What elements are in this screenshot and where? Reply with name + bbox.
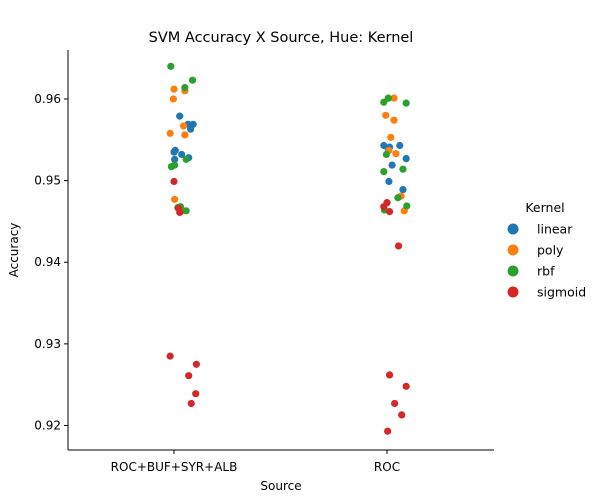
plot-area: 0.92 0.93 0.94 0.95 0.96 ROC+BUF+SYR+ALB ROC: [34, 50, 494, 474]
legend-label: poly: [537, 243, 564, 258]
data-point-linear: [170, 148, 178, 156]
data-point-rbf: [394, 194, 402, 202]
data-point-rbf: [384, 94, 392, 102]
y-axis-ticks: 0.92 0.93 0.94 0.95 0.96: [34, 92, 68, 433]
data-point-rbf: [188, 76, 197, 84]
data-point-sigmoid: [384, 427, 392, 435]
data-point-sigmoid: [402, 382, 410, 390]
data-point-poly: [169, 95, 177, 103]
legend-label: linear: [537, 222, 573, 237]
y-tick-label: 0.93: [34, 337, 61, 351]
data-point-rbf: [181, 83, 189, 92]
data-point-sigmoid: [166, 352, 174, 360]
data-point-sigmoid: [192, 360, 200, 368]
legend-item-rbf: rbf: [507, 264, 555, 279]
legend-marker: [507, 265, 519, 277]
data-point-poly: [387, 133, 395, 141]
legend-item-linear: linear: [507, 222, 573, 237]
legend: Kernel linear poly rbf sigmoid: [507, 200, 586, 300]
data-point-poly: [166, 129, 174, 137]
data-point-sigmoid: [394, 242, 403, 250]
data-point-sigmoid: [385, 208, 394, 216]
data-point-poly: [171, 195, 179, 203]
data-point-poly: [390, 116, 398, 124]
data-point-rbf: [380, 168, 388, 176]
y-tick-label: 0.95: [34, 174, 61, 188]
legend-marker: [507, 286, 519, 298]
data-point-linear: [171, 155, 179, 163]
data-point-poly: [392, 150, 400, 158]
data-point-rbf: [403, 202, 411, 210]
y-tick-label: 0.94: [34, 255, 61, 269]
data-point-linear: [396, 141, 404, 150]
data-point-poly: [181, 131, 189, 139]
data-point-linear: [388, 161, 396, 169]
data-point-poly: [179, 122, 188, 130]
data-point-rbf: [182, 155, 190, 163]
data-point-rbf: [402, 99, 410, 107]
data-point-linear: [399, 185, 407, 194]
data-point-sigmoid: [383, 199, 391, 207]
data-point-linear: [402, 154, 410, 163]
data-point-sigmoid: [187, 399, 195, 408]
chart-title: SVM Accuracy X Source, Hue: Kernel: [149, 30, 414, 46]
legend-title: Kernel: [525, 200, 564, 215]
x-axis-ticks: ROC+BUF+SYR+ALB ROC: [111, 450, 400, 474]
data-point-rbf: [399, 165, 407, 173]
data-point-poly: [382, 111, 390, 119]
data-point-linear: [178, 150, 186, 159]
data-point-sigmoid: [192, 390, 200, 398]
data-point-sigmoid: [385, 371, 394, 379]
data-point-linear: [176, 112, 184, 120]
data-point-rbf: [167, 62, 175, 70]
y-tick-label: 0.96: [34, 92, 61, 106]
data-point-rbf: [382, 150, 390, 159]
data-point-poly: [390, 94, 398, 102]
data-point-rbf: [167, 163, 176, 171]
data-point-sigmoid: [185, 372, 193, 380]
legend-label: sigmoid: [537, 285, 586, 300]
data-point-sigmoid: [398, 411, 406, 419]
legend-marker: [507, 223, 519, 235]
legend-marker: [507, 244, 519, 256]
data-point-sigmoid: [170, 177, 178, 186]
y-axis-label: Accuracy: [7, 223, 21, 278]
x-tick-label: ROC: [374, 460, 400, 474]
data-point-linear: [187, 125, 195, 133]
y-tick-label: 0.92: [34, 419, 61, 433]
data-point-rbf: [182, 207, 190, 215]
data-point-sigmoid: [176, 208, 184, 217]
x-axis-label: Source: [260, 479, 301, 493]
legend-items: linear poly rbf sigmoid: [507, 222, 586, 300]
data-points: [166, 62, 411, 435]
data-point-poly: [170, 85, 178, 93]
legend-label: rbf: [537, 264, 555, 279]
data-point-sigmoid: [391, 399, 399, 408]
data-point-linear: [385, 177, 393, 186]
x-tick-label: ROC+BUF+SYR+ALB: [111, 460, 238, 474]
legend-item-poly: poly: [507, 243, 564, 258]
legend-item-sigmoid: sigmoid: [507, 285, 586, 300]
